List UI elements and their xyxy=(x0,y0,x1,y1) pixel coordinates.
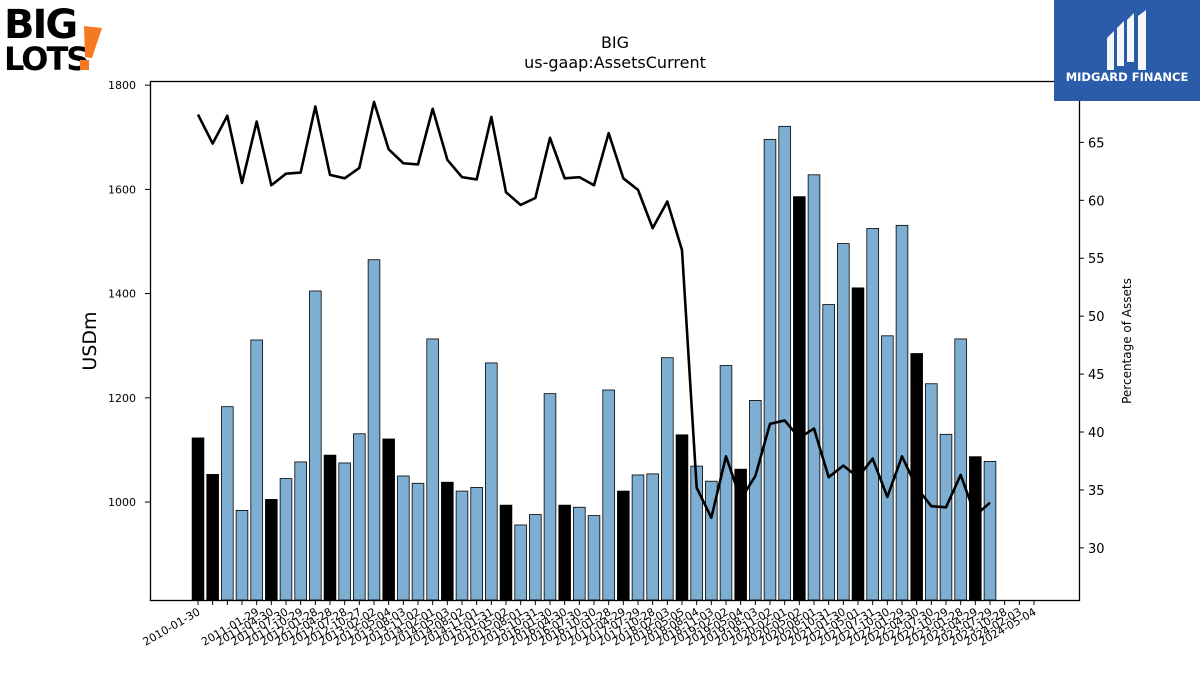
bar-2022-01-29 xyxy=(895,224,909,601)
bar-2014-05-03 xyxy=(441,481,454,601)
bar-2012-04-28 xyxy=(323,454,337,601)
bar-2021-07-31 xyxy=(866,228,879,601)
bar-2019-11-02 xyxy=(763,138,777,601)
y-tick-label: 1000 xyxy=(108,496,136,509)
midgard-logo-graphic: MIDGARD FINANCE xyxy=(1054,0,1200,101)
bar-2016-10-29 xyxy=(587,515,601,601)
bar-2015-10-31 xyxy=(529,514,542,601)
svg-text:LOTS: LOTS xyxy=(4,40,87,76)
bar-2020-10-31 xyxy=(822,304,835,601)
bar-2010-01-30 xyxy=(191,437,205,601)
bar-2021-05-01 xyxy=(851,287,865,601)
y2-tick-label: 55 xyxy=(1088,252,1105,267)
bar-2010-07-31 xyxy=(221,406,234,601)
y2-tick-label: 30 xyxy=(1088,542,1105,557)
bar-2018-02-03 xyxy=(661,357,674,601)
bar-2020-05-02 xyxy=(793,196,806,601)
chart-subtitle: us-gaap:AssetsCurrent xyxy=(524,53,706,72)
big-lots-logo: BIG LOTS xyxy=(4,2,102,76)
y2-tick-label: 40 xyxy=(1088,426,1105,441)
bar-2010-05-01 xyxy=(206,474,219,601)
bar-2012-07-28 xyxy=(338,462,351,601)
bar-2011-10-29 xyxy=(294,461,307,601)
bar-2020-08-01 xyxy=(807,174,821,601)
bar-2013-11-02 xyxy=(411,482,425,601)
bar-2016-07-30 xyxy=(573,506,586,601)
bar-2017-04-29 xyxy=(617,490,630,601)
midgard-logo-text: MIDGARD FINANCE xyxy=(1066,70,1189,84)
bar-2017-01-28 xyxy=(602,389,615,601)
plot-frame xyxy=(149,80,1081,602)
bar-2015-08-01 xyxy=(514,524,527,601)
y-axis-label: USDm xyxy=(79,311,101,370)
bar-2023-07-29 xyxy=(983,460,997,601)
y2-tick-label: 50 xyxy=(1088,310,1105,325)
x-tick-label: 2010-01-30 xyxy=(141,605,203,648)
bar-2018-05-05 xyxy=(675,434,689,601)
y-tick-label: 1400 xyxy=(108,288,136,301)
bar-2023-04-29 xyxy=(969,456,982,601)
bar-2021-01-30 xyxy=(837,243,850,601)
bar-2014-08-02 xyxy=(455,490,469,601)
bar-2011-01-29 xyxy=(250,339,263,601)
bar-2010-10-30 xyxy=(235,509,249,601)
bar-2020-02-01 xyxy=(778,125,791,601)
y-tick-label: 1600 xyxy=(108,183,136,196)
y2-tick-label: 65 xyxy=(1088,136,1105,151)
bar-2015-05-02 xyxy=(499,504,513,601)
y2-tick-label: 60 xyxy=(1088,194,1105,209)
x-axis-ticks: 2010-01-302011-01-292011-04-302011-07-30… xyxy=(141,600,1039,649)
bar-2013-02-02 xyxy=(367,259,381,601)
y-axis-ticks: 1000 1200 1400 1600 1800 xyxy=(108,79,150,509)
svg-text:BIG: BIG xyxy=(4,2,76,48)
bar-2016-01-30 xyxy=(543,393,557,601)
bar-2017-07-29 xyxy=(631,474,645,601)
bar-2022-07-30 xyxy=(925,383,938,601)
bar-2022-10-29 xyxy=(939,433,953,601)
y2-axis-label: Percentage of Assets xyxy=(1120,278,1134,404)
y2-tick-label: 45 xyxy=(1088,368,1105,383)
bar-2014-11-01 xyxy=(470,487,483,601)
bar-2019-08-03 xyxy=(749,400,762,601)
bar-2016-04-30 xyxy=(558,504,571,601)
y2-axis-ticks: 30 35 40 45 50 55 60 65 xyxy=(1079,136,1105,557)
line-series xyxy=(196,100,991,520)
y2-tick-label: 35 xyxy=(1088,484,1105,499)
percentage-line xyxy=(196,100,991,520)
bar-2015-01-31 xyxy=(485,362,498,601)
y-tick-label: 1200 xyxy=(108,392,136,405)
bar-series xyxy=(191,125,997,601)
y-tick-label: 1800 xyxy=(108,79,136,92)
chart-title: BIG xyxy=(601,33,629,52)
bar-2014-02-01 xyxy=(426,338,439,601)
bar-2013-05-04 xyxy=(382,438,395,601)
midgard-finance-logo: MIDGARD FINANCE xyxy=(1054,0,1200,101)
bar-2023-01-28 xyxy=(954,338,967,601)
bar-2011-07-30 xyxy=(279,478,293,601)
bar-2012-01-28 xyxy=(309,290,322,601)
bar-2019-02-02 xyxy=(719,365,733,601)
bar-2012-10-27 xyxy=(353,433,366,601)
bar-2011-04-30 xyxy=(265,499,278,601)
bar-2013-08-03 xyxy=(397,475,410,601)
bar-2021-10-30 xyxy=(881,335,894,601)
bar-2017-10-28 xyxy=(646,473,659,601)
